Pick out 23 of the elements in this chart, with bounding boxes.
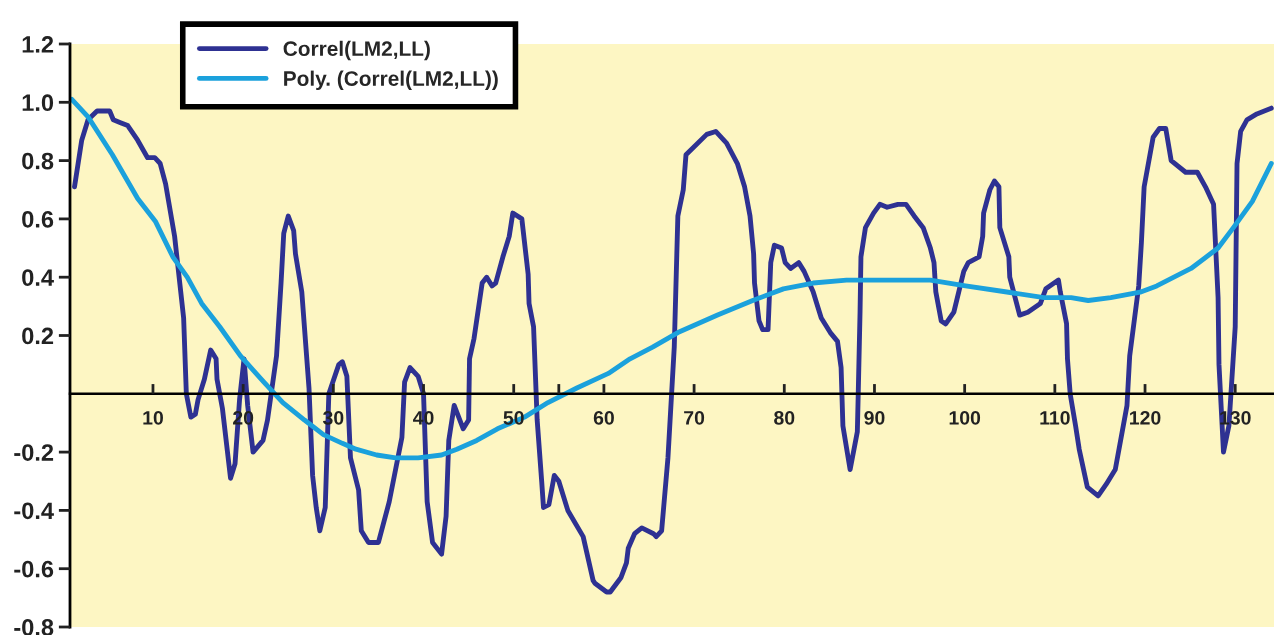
line-series [70, 96, 1274, 461]
y-tick-label: 0.4 [22, 269, 54, 286]
line-series [72, 105, 1274, 595]
x-tick-label: 110 [1040, 410, 1070, 425]
y-tick-label: -0.6 [14, 560, 54, 578]
x-tick-label: 70 [684, 410, 705, 425]
y-tick-label: -0.8 [14, 619, 54, 635]
y-tick-label: -0.4 [14, 502, 54, 520]
x-tick-label: 80 [774, 410, 795, 425]
y-tick-label: 0.8 [22, 152, 54, 170]
x-tick-label: 120 [1130, 410, 1161, 425]
x-tick-label: 10 [143, 410, 163, 425]
x-tick-label: 20 [233, 410, 254, 425]
y-tick-label: 1.0 [22, 94, 54, 112]
y-tick-label: 0.2 [22, 327, 54, 345]
y-tick-label: 1.2 [22, 36, 54, 53]
legend-label: Correl(LM2,LL) [283, 40, 430, 61]
legend-label: Poly. (Correl(LM2,LL)) [284, 70, 498, 91]
y-tick-label: -0.2 [14, 444, 54, 461]
x-tick-label: 90 [864, 410, 885, 425]
y-tick-label: 0.6 [22, 210, 54, 228]
x-tick-label: 100 [949, 410, 981, 425]
x-tick-label: 60 [593, 410, 614, 425]
